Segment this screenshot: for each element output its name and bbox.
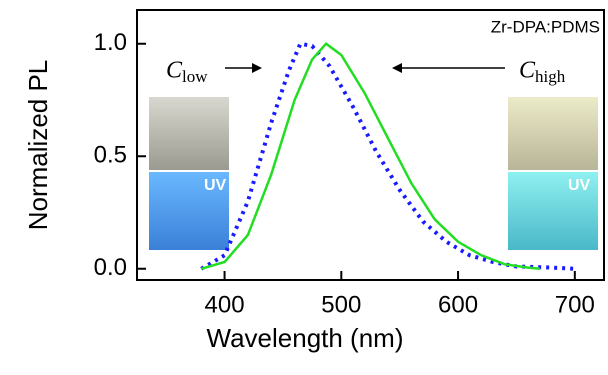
x-axis-label: Wavelength (nm)	[207, 323, 404, 353]
c-low: C	[166, 58, 183, 84]
x-tick-label: 600	[438, 291, 478, 318]
c-high: C	[519, 58, 536, 84]
x-tick-label: 700	[555, 291, 595, 318]
uv-label: UV	[568, 177, 591, 194]
uv-label: UV	[204, 177, 227, 194]
plot-frame	[136, 9, 605, 281]
arrow-head	[392, 63, 402, 73]
photo	[149, 97, 229, 170]
photo	[508, 172, 598, 250]
x-tick-label: 400	[205, 291, 245, 318]
y-tick-label: 1.0	[94, 29, 127, 56]
c-low-sub: low	[182, 67, 208, 86]
photo	[508, 97, 598, 170]
y-tick-label: 0.5	[94, 142, 127, 169]
y-tick-label: 0.0	[94, 254, 127, 281]
photo	[149, 172, 229, 250]
arrow-head	[252, 63, 262, 73]
sample-label: Zr-DPA:PDMS	[491, 17, 600, 36]
x-tick-label: 500	[321, 291, 361, 318]
y-axis-label: Normalized PL	[23, 60, 53, 231]
c-high-sub: high	[535, 67, 566, 86]
line-series	[200, 41, 575, 271]
line-series	[200, 42, 540, 271]
